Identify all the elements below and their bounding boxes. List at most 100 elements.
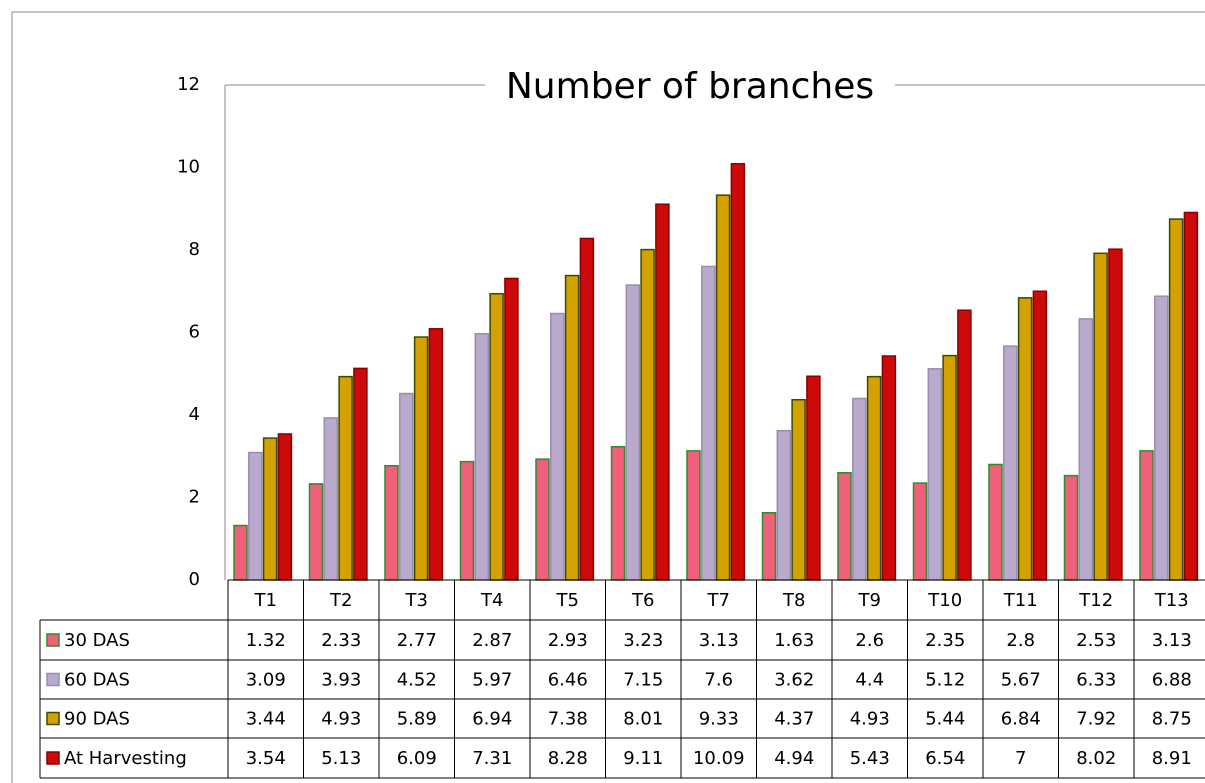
bar [535, 458, 550, 581]
table-value: 3.62 [774, 670, 814, 691]
table-value: 4.52 [397, 670, 437, 691]
table-value: 3.13 [1152, 630, 1192, 651]
legend-label: 90 DAS [64, 709, 130, 730]
x-tick-label: T6 [631, 590, 654, 611]
table-value: 6.94 [472, 709, 512, 730]
chart-title: Number of branches [506, 66, 874, 107]
table-value: 7.31 [472, 748, 512, 769]
table-value: 9.33 [699, 709, 739, 730]
bar [655, 203, 670, 581]
x-tick-label: T8 [782, 590, 805, 611]
y-tick-label: 4 [189, 404, 200, 425]
legend-label: 30 DAS [64, 630, 130, 651]
bar [1154, 295, 1169, 581]
table-value: 4.93 [321, 709, 361, 730]
bar [776, 429, 792, 581]
bar [1017, 297, 1033, 581]
bar [791, 398, 806, 581]
table-value: 5.44 [925, 709, 965, 730]
legend-swatch [46, 672, 60, 687]
x-tick-label: T7 [707, 590, 730, 611]
legend-swatch [46, 751, 60, 765]
table-value: 3.09 [246, 670, 286, 691]
x-tick-label: T12 [1078, 590, 1113, 611]
table-value: 4.4 [855, 670, 884, 691]
bar [625, 284, 641, 581]
bar [610, 446, 626, 581]
bar [248, 451, 263, 581]
table-value: 6.33 [1076, 670, 1116, 691]
bar [1003, 345, 1018, 581]
table-value: 3.23 [623, 630, 663, 651]
table-value: 6.54 [925, 748, 965, 769]
table-value: 4.94 [774, 748, 814, 769]
x-tick-label: T11 [1003, 590, 1038, 611]
bar [701, 265, 716, 581]
title-bg [485, 62, 895, 110]
bar [1093, 252, 1108, 581]
bar [730, 163, 746, 581]
table-value: 5.12 [925, 670, 965, 691]
table-value: 8.28 [548, 748, 588, 769]
table-value: 7.15 [623, 670, 663, 691]
bar [384, 464, 399, 581]
x-tick-label: T2 [329, 590, 352, 611]
x-tick-label: T4 [480, 590, 503, 611]
y-tick-label: 12 [177, 74, 200, 95]
table-value: 8.75 [1152, 709, 1192, 730]
bar [338, 375, 353, 581]
bar [1078, 318, 1094, 581]
x-tick-label: T5 [556, 590, 579, 611]
bar [428, 328, 444, 581]
bar [489, 292, 504, 581]
table-value: 9.11 [623, 748, 663, 769]
bar [1032, 290, 1048, 581]
bar [579, 237, 595, 581]
table-value: 2.33 [321, 630, 361, 651]
table-value: 2.87 [472, 630, 512, 651]
bar [806, 375, 821, 581]
bar [233, 524, 248, 581]
bar [323, 417, 339, 581]
table-value: 8.01 [623, 709, 663, 730]
bar [564, 274, 580, 581]
table-value: 2.6 [855, 630, 884, 651]
table-value: 4.93 [850, 709, 890, 730]
table-value: 5.97 [472, 670, 512, 691]
bar [550, 312, 565, 581]
bar [262, 437, 278, 581]
bar [459, 460, 475, 581]
bar [474, 332, 490, 581]
table-value: 1.32 [246, 630, 286, 651]
table-value: 6.46 [548, 670, 588, 691]
table-value: 8.91 [1152, 748, 1192, 769]
bar [413, 336, 429, 581]
y-tick-label: 6 [189, 322, 200, 343]
legend-swatch [46, 633, 60, 647]
table-value: 7.38 [548, 709, 588, 730]
table-value: 5.89 [397, 709, 437, 730]
x-tick-label: T10 [927, 590, 962, 611]
legend-label: 60 DAS [64, 670, 130, 691]
bar [988, 463, 1003, 581]
bar [686, 450, 701, 581]
bar [957, 309, 972, 581]
y-tick-label: 8 [189, 239, 200, 260]
table-value: 2.77 [397, 630, 437, 651]
table-value: 6.84 [1001, 709, 1041, 730]
x-tick-label: T3 [405, 590, 428, 611]
table-value: 3.93 [321, 670, 361, 691]
bar [881, 355, 897, 581]
legend-label: At Harvesting [64, 748, 187, 769]
table-value: 3.54 [246, 748, 286, 769]
bar [852, 397, 867, 581]
bar [308, 483, 324, 581]
bar [504, 277, 519, 581]
table-value: 5.67 [1001, 670, 1041, 691]
table-value: 2.93 [548, 630, 588, 651]
bar [353, 367, 368, 581]
table-value: 6.88 [1152, 670, 1192, 691]
y-tick-label: 2 [189, 487, 200, 508]
bar [1139, 450, 1154, 581]
